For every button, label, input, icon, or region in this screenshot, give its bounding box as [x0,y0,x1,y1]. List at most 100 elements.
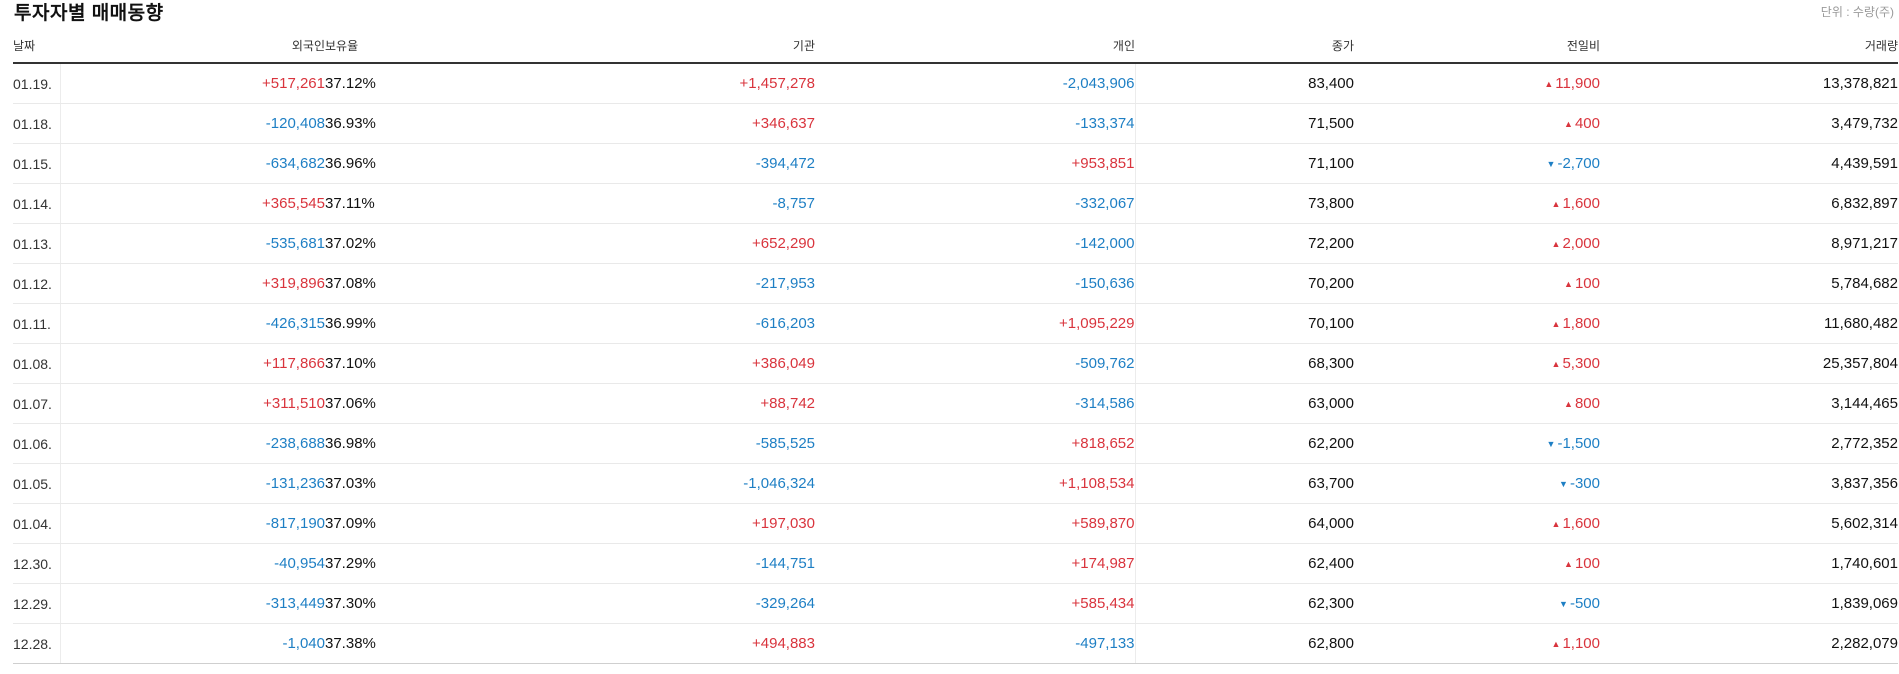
cell-foreign: -817,190 [60,503,325,544]
cell-volume: 25,357,804 [1600,343,1898,384]
cell-ratio: 36.96% [325,143,389,184]
table-row: 01.11. -426,315 36.99% -616,203 +1,095,229 70… [13,303,1898,344]
cell-change: ▲ 1,600 [1354,503,1600,544]
page-title: 투자자별 매매동향 [14,3,164,24]
cell-change: ▲ 5,300 [1354,343,1600,384]
cell-foreign: -426,315 [60,303,325,344]
cell-date: 01.13. [13,223,61,264]
cell-change: ▲ 11,900 [1354,63,1600,104]
change-value: -2,700 [1557,155,1600,172]
change-value: -1,500 [1557,435,1600,452]
change-value: 100 [1574,275,1600,292]
triangle-down-icon: ▼ [1546,439,1556,449]
cell-date: 01.11. [13,303,61,344]
table-row: 01.18. -120,408 36.93% +346,637 -133,374 71,5… [13,103,1898,144]
table-row: 01.04. -817,190 37.09% +197,030 +589,870 64,0… [13,503,1898,544]
table-row: 01.13. -535,681 37.02% +652,290 -142,000 72,2… [13,223,1898,264]
cell-individual: -150,636 [815,263,1136,304]
table-row: 01.05. -131,236 37.03% -1,046,324 +1,108,534… [13,463,1898,504]
cell-volume: 11,680,482 [1600,303,1898,344]
cell-close: 68,300 [1135,343,1354,384]
change-value: 1,100 [1562,635,1600,652]
cell-close: 62,400 [1135,543,1354,584]
cell-foreign: -535,681 [60,223,325,264]
table-row: 12.30. -40,954 37.29% -144,751 +174,987 62,40… [13,543,1898,584]
cell-foreign: +517,261 [60,63,325,104]
cell-institution: -8,757 [389,183,815,224]
cell-close: 71,100 [1135,143,1354,184]
cell-close: 63,000 [1135,383,1354,424]
cell-date: 01.05. [13,463,61,504]
cell-date: 01.15. [13,143,61,184]
header-close: 종가 [1135,28,1354,64]
triangle-up-icon: ▲ [1551,199,1561,209]
cell-individual: +589,870 [815,503,1136,544]
cell-volume: 1,740,601 [1600,543,1898,584]
cell-institution: -616,203 [389,303,815,344]
unit-label: 단위 : 수량(주) [1820,5,1894,19]
cell-volume: 5,784,682 [1600,263,1898,304]
cell-volume: 6,832,897 [1600,183,1898,224]
change-value: -500 [1569,595,1600,612]
cell-close: 64,000 [1135,503,1354,544]
cell-date: 01.04. [13,503,61,544]
triangle-up-icon: ▲ [1564,279,1573,289]
triangle-up-icon: ▲ [1551,239,1561,249]
cell-date: 01.06. [13,423,61,464]
table-row: 01.14. +365,545 37.11% -8,757 -332,067 73,800… [13,183,1898,224]
cell-date: 01.18. [13,103,61,144]
cell-volume: 3,479,732 [1600,103,1898,144]
cell-close: 72,200 [1135,223,1354,264]
cell-close: 70,100 [1135,303,1354,344]
cell-individual: -2,043,906 [815,63,1136,104]
cell-individual: -314,586 [815,383,1136,424]
triangle-up-icon: ▲ [1564,119,1573,129]
cell-ratio: 36.99% [325,303,389,344]
change-value: 11,900 [1555,75,1600,92]
cell-individual: -497,133 [815,623,1136,664]
cell-institution: +1,457,278 [389,63,815,104]
cell-individual: +818,652 [815,423,1136,464]
cell-individual: -133,374 [815,103,1136,144]
triangle-up-icon: ▲ [1551,359,1561,369]
cell-date: 01.07. [13,383,61,424]
cell-institution: -144,751 [389,543,815,584]
cell-individual: +174,987 [815,543,1136,584]
cell-close: 62,200 [1135,423,1354,464]
cell-institution: -1,046,324 [389,463,815,504]
change-value: 2,000 [1562,235,1600,252]
header-change: 전일비 [1354,28,1600,64]
cell-change: ▲ 100 [1354,263,1600,304]
cell-foreign: +319,896 [60,263,325,304]
cell-foreign: +117,866 [60,343,325,384]
cell-date: 01.08. [13,343,61,384]
table-header-row: 날짜 외국인 보유율 기관 개인 종가 전일비 거래량 [13,28,1898,64]
cell-close: 83,400 [1135,63,1354,104]
triangle-up-icon: ▲ [1564,399,1573,409]
cell-volume: 4,439,591 [1600,143,1898,184]
cell-change: ▲ 1,100 [1354,623,1600,664]
cell-volume: 3,837,356 [1600,463,1898,504]
cell-change: ▲ 400 [1354,103,1600,144]
cell-individual: -332,067 [815,183,1136,224]
cell-close: 62,300 [1135,583,1354,624]
cell-change: ▼ -300 [1354,463,1600,504]
cell-foreign: -238,688 [60,423,325,464]
cell-ratio: 37.09% [325,503,389,544]
header-foreign: 외국인 [60,28,325,64]
change-value: 1,600 [1562,515,1600,532]
header-volume: 거래량 [1600,28,1898,64]
triangle-up-icon: ▲ [1551,639,1561,649]
change-value: 1,600 [1562,195,1600,212]
cell-institution: +346,637 [389,103,815,144]
cell-institution: +197,030 [389,503,815,544]
table-row: 01.12. +319,896 37.08% -217,953 -150,636 70,2… [13,263,1898,304]
cell-date: 01.12. [13,263,61,304]
cell-foreign: +311,510 [60,383,325,424]
triangle-down-icon: ▼ [1559,479,1568,489]
table-row: 01.08. +117,866 37.10% +386,049 -509,762 68,3… [13,343,1898,384]
cell-date: 12.28. [13,623,61,664]
cell-change: ▲ 1,800 [1354,303,1600,344]
cell-volume: 1,839,069 [1600,583,1898,624]
cell-individual: +1,095,229 [815,303,1136,344]
